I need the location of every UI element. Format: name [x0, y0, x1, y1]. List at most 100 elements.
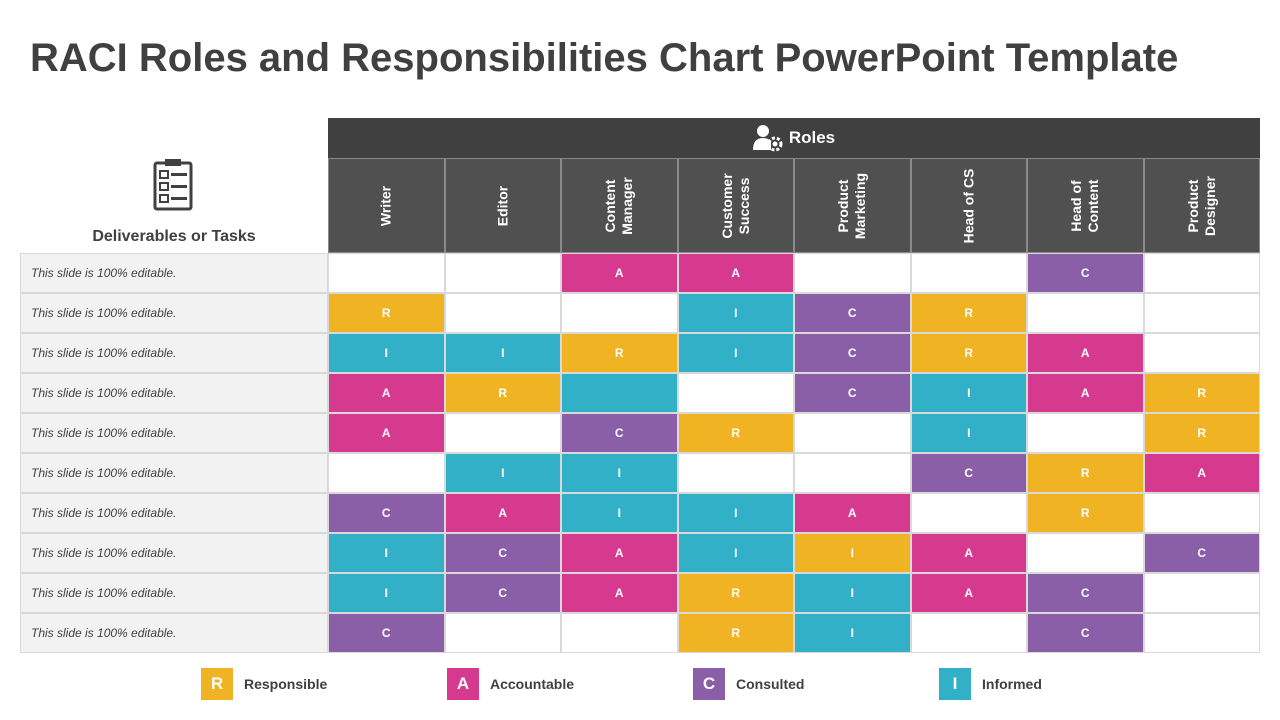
raci-cell: I: [677, 533, 794, 573]
raci-cell: [328, 453, 445, 493]
column-header-text: Head of CS: [960, 168, 977, 243]
raci-cell: R: [677, 613, 794, 653]
task-label: This slide is 100% editable.: [20, 613, 328, 653]
task-label: This slide is 100% editable.: [20, 373, 328, 413]
raci-cell: A: [444, 493, 561, 533]
raci-cell: A: [910, 533, 1027, 573]
task-label: This slide is 100% editable.: [20, 333, 328, 373]
column-header-text: Customer Success: [719, 173, 753, 238]
column-header-line: Editor: [494, 185, 511, 226]
roles-title: Roles: [788, 128, 836, 147]
raci-cell: [794, 413, 911, 453]
raci-cell: [1143, 253, 1260, 293]
raci-cell: [444, 413, 561, 453]
raci-cell: [910, 493, 1027, 533]
raci-cell: A: [677, 253, 794, 293]
raci-cell: [1143, 493, 1260, 533]
column-header-line: Manager: [619, 176, 636, 235]
roles-icon: [752, 125, 783, 152]
raci-cell: I: [677, 493, 794, 533]
raci-cell: [1143, 613, 1260, 653]
raci-cell: [444, 293, 561, 333]
legend-swatch: C: [693, 668, 725, 700]
column-header: Editor: [444, 158, 561, 253]
raci-cell: I: [677, 293, 794, 333]
column-header: Content Manager: [561, 158, 678, 253]
raci-cell: C: [794, 373, 911, 413]
column-header-line: Writer: [377, 185, 394, 226]
legend-swatch: A: [447, 668, 479, 700]
raci-cell: R: [1027, 453, 1144, 493]
raci-cell: [561, 293, 678, 333]
raci-cell: A: [561, 573, 678, 613]
task-label: This slide is 100% editable.: [20, 253, 328, 293]
raci-cell: [328, 253, 445, 293]
raci-cell: [444, 613, 561, 653]
column-header-text: Content Manager: [602, 177, 636, 235]
column-header-text: Product Designer: [1185, 176, 1219, 236]
raci-cell: A: [1143, 453, 1260, 493]
column-header: Product Marketing: [794, 158, 911, 253]
column-header-line: Product: [835, 179, 852, 232]
raci-cell: C: [1027, 613, 1144, 653]
task-label: This slide is 100% editable.: [20, 573, 328, 613]
raci-cell: I: [444, 333, 561, 373]
corner-label: Deliverables or Tasks: [92, 228, 256, 245]
raci-cell: [794, 253, 911, 293]
raci-cell: [561, 613, 678, 653]
column-header: Head of Content: [1027, 158, 1144, 253]
raci-cell: [1027, 413, 1144, 453]
column-header-line: Content: [1085, 179, 1102, 232]
column-header-text: Product Marketing: [835, 172, 869, 238]
raci-cell: C: [328, 493, 445, 533]
column-header-line: Designer: [1201, 175, 1218, 236]
column-header: Customer Success: [677, 158, 794, 253]
raci-cell: R: [677, 413, 794, 453]
raci-cell: I: [328, 533, 445, 573]
raci-cell: R: [1143, 413, 1260, 453]
task-label: This slide is 100% editable.: [20, 493, 328, 533]
roles-header: Roles: [328, 118, 1260, 158]
legend-label: Accountable: [490, 676, 575, 692]
legend-label: Responsible: [244, 676, 328, 692]
clipboard-icon: [153, 159, 193, 211]
raci-cell: C: [794, 293, 911, 333]
raci-cell: I: [910, 373, 1027, 413]
raci-cell: C: [794, 333, 911, 373]
raci-cell: I: [561, 493, 678, 533]
raci-cell: I: [794, 573, 911, 613]
raci-cell: [794, 453, 911, 493]
raci-cell: [1143, 293, 1260, 333]
raci-cell: I: [444, 453, 561, 493]
raci-cell: [1143, 573, 1260, 613]
raci-cell: R: [444, 373, 561, 413]
raci-cell: [1143, 333, 1260, 373]
raci-cell: I: [910, 413, 1027, 453]
column-header-line: Marketing: [852, 172, 869, 239]
raci-cell: I: [561, 453, 678, 493]
raci-cell: C: [561, 413, 678, 453]
raci-cell: R: [910, 333, 1027, 373]
raci-cell: [561, 373, 678, 413]
column-header-line: Head of CS: [960, 168, 977, 243]
column-header-line: Customer: [718, 172, 735, 239]
raci-cell: A: [561, 253, 678, 293]
column-header: Head of CS: [910, 158, 1027, 253]
raci-cell: A: [910, 573, 1027, 613]
raci-cell: C: [1143, 533, 1260, 573]
task-label: This slide is 100% editable.: [20, 533, 328, 573]
title: RACI Roles and Responsibilities Chart Po…: [30, 36, 1179, 80]
task-label: This slide is 100% editable.: [20, 413, 328, 453]
raci-cell: I: [794, 533, 911, 573]
raci-cell: [1027, 293, 1144, 333]
raci-cell: R: [910, 293, 1027, 333]
legend-label: Informed: [982, 676, 1042, 692]
column-header: Writer: [328, 158, 445, 253]
raci-cell: R: [328, 293, 445, 333]
raci-cell: I: [328, 573, 445, 613]
raci-cell: A: [328, 413, 445, 453]
raci-cell: C: [328, 613, 445, 653]
raci-cell: R: [1143, 373, 1260, 413]
raci-cell: [677, 453, 794, 493]
